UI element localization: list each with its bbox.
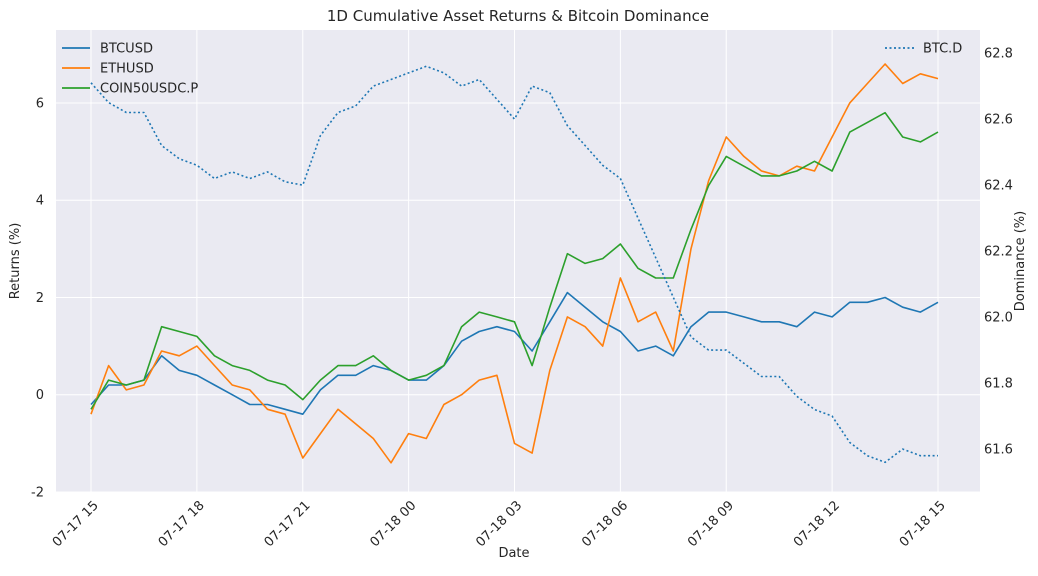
legend-label: BTCUSD	[100, 42, 153, 57]
y-axis-label-left: Returns (%)	[8, 223, 23, 300]
series-layer	[90, 63, 939, 464]
y-tick-label-right: 62.6	[984, 113, 1013, 128]
legend-left: BTCUSD ETHUSD COIN50USDC.P	[62, 42, 198, 97]
legend-label: COIN50USDC.P	[100, 82, 198, 97]
y-tick-label-right: 61.6	[984, 443, 1013, 458]
y-tick-label-right: 62.8	[984, 47, 1013, 62]
series-line-coin50usdc-p	[90, 111, 939, 410]
y-tick-label-left: 6	[36, 96, 44, 111]
y-axis-label-right: Dominance (%)	[1013, 211, 1028, 311]
legend-label: ETHUSD	[100, 62, 154, 77]
x-tick-label: 07-17 15	[50, 498, 102, 550]
x-tick-label: 07-17 18	[156, 498, 208, 550]
x-tick-label: 07-18 03	[473, 498, 525, 550]
x-tick-label: 07-18 09	[685, 498, 737, 550]
y-tick-label-left: 2	[36, 291, 44, 306]
y-tick-label-left: 4	[36, 194, 44, 209]
x-tick-label: 07-17 21	[262, 498, 314, 550]
x-tick-label: 07-18 12	[791, 498, 843, 550]
y-tick-label-left: 0	[36, 388, 44, 403]
y-tick-label-left: -2	[31, 486, 44, 501]
x-axis-label: Date	[498, 546, 529, 561]
x-tick-label: 07-18 15	[897, 498, 949, 550]
y-tick-label-right: 62.0	[984, 311, 1013, 326]
series-line-ethusd	[90, 63, 939, 464]
y-tick-label-right: 62.2	[984, 245, 1013, 260]
x-tick-label: 07-18 06	[579, 498, 631, 550]
plot-background	[56, 30, 980, 492]
grid-layer	[56, 30, 980, 493]
y-tick-label-right: 61.8	[984, 377, 1013, 392]
legend-label: BTC.D	[923, 42, 962, 57]
y-tick-label-right: 62.4	[984, 179, 1013, 194]
legend-right: BTC.D	[885, 42, 962, 57]
x-tick-label: 07-18 00	[368, 498, 420, 550]
series-line-btcusd	[90, 291, 939, 416]
chart-title: 1D Cumulative Asset Returns & Bitcoin Do…	[327, 7, 709, 25]
